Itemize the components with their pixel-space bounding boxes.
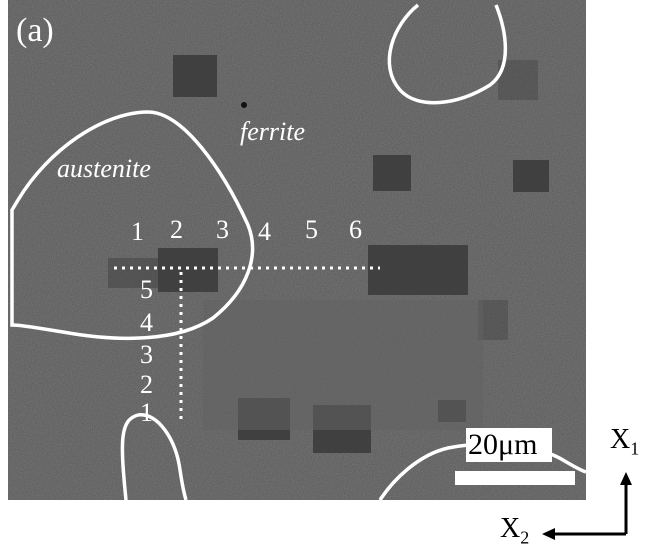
h-index-2: 2 <box>170 215 183 244</box>
scale-bar-label: 20μm <box>468 428 538 461</box>
v-index-5: 5 <box>140 275 153 304</box>
h-index-4: 4 <box>258 217 271 246</box>
h-index-3: 3 <box>216 215 229 244</box>
ferrite-label: ferrite <box>240 117 305 146</box>
panel-label: (a) <box>16 12 54 49</box>
h-index-5: 5 <box>305 215 318 244</box>
scale-label-box <box>466 428 552 462</box>
v-index-2: 2 <box>140 370 153 399</box>
h-index-1: 1 <box>131 217 144 246</box>
austenite-label: austenite <box>57 154 151 183</box>
v-index-3: 3 <box>140 340 153 369</box>
scale-bar <box>455 471 575 485</box>
axis-x2-label: X2 <box>500 513 530 548</box>
axis-x1-label: X1 <box>610 424 640 459</box>
h-index-6: 6 <box>349 215 362 244</box>
v-index-4: 4 <box>140 308 153 337</box>
sem-micrograph <box>8 0 586 500</box>
v-index-1: 1 <box>140 398 153 427</box>
